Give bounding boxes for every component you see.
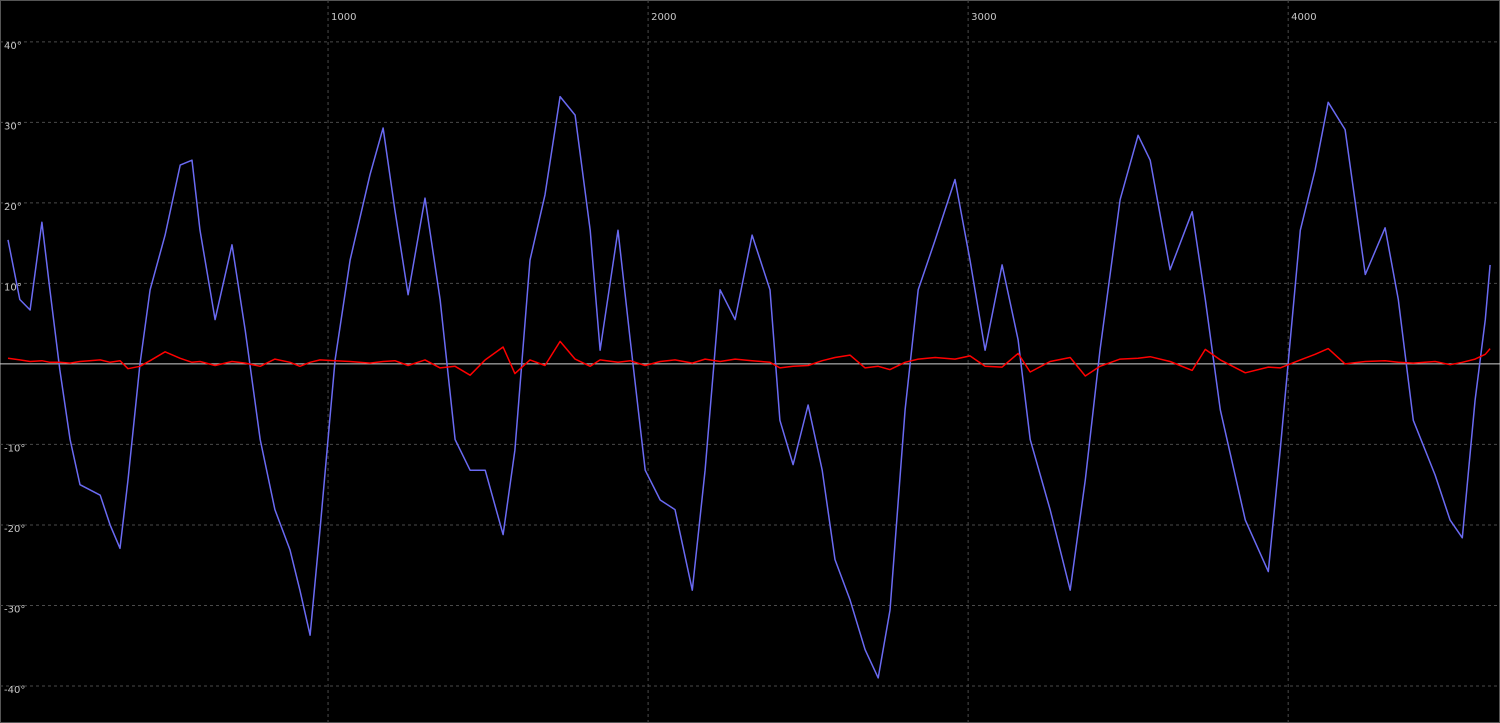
- data-line: [7, 340, 1491, 377]
- x-tick-label: 2000: [651, 12, 676, 23]
- x-tick-label: 1000: [331, 12, 356, 23]
- y-tick-label: -40°: [4, 685, 25, 696]
- y-tick-label: 40°: [4, 41, 22, 52]
- x-tick-label: 3000: [971, 12, 996, 23]
- y-tick-label: 20°: [4, 202, 22, 213]
- y-tick-label: -10°: [4, 443, 25, 454]
- y-tick-label: 30°: [4, 121, 22, 132]
- y-tick-label: -30°: [4, 604, 25, 615]
- y-tick-label: 10°: [4, 282, 22, 293]
- x-tick-label: 4000: [1291, 12, 1316, 23]
- y-tick-label: -20°: [4, 524, 25, 535]
- data-line: [7, 95, 1491, 679]
